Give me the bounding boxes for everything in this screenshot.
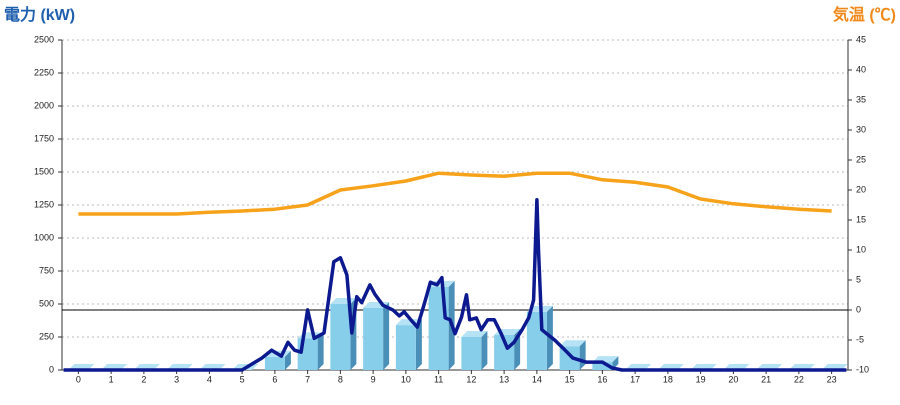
bar-side [612, 356, 619, 370]
bar-front [592, 362, 613, 370]
bar-front [526, 311, 547, 370]
x-tick-label: 4 [207, 374, 212, 384]
x-tick-label: 3 [174, 374, 179, 384]
y2-tick-label: 10 [856, 244, 866, 254]
x-tick-label: 7 [305, 374, 310, 384]
x-tick-label: 21 [761, 374, 771, 384]
y2-tick-label: 45 [856, 34, 866, 44]
y2-tick-label: -5 [856, 334, 864, 344]
bar-side [383, 301, 390, 370]
bar-front [428, 286, 449, 370]
x-tick-label: 5 [240, 374, 245, 384]
line [63, 197, 847, 372]
y2-tick-label: 30 [856, 124, 866, 134]
y-tick-label: 1500 [34, 166, 54, 176]
bar-side [317, 332, 324, 370]
x-tick-label: 13 [499, 374, 509, 384]
x-tick-label: 0 [76, 374, 81, 384]
x-tick-label: 2 [141, 374, 146, 384]
y2-tick-label: 15 [856, 214, 866, 224]
y-tick-label: 0 [49, 364, 54, 374]
x-tick-label: 12 [466, 374, 476, 384]
y2-tick-label: 5 [856, 274, 861, 284]
x-tick-label: 15 [565, 374, 575, 384]
bar-front [461, 337, 482, 370]
x-tick-label: 14 [532, 374, 542, 384]
y-tick-label: 2250 [34, 67, 54, 77]
x-tick-label: 23 [827, 374, 837, 384]
y-tick-label: 1250 [34, 199, 54, 209]
bar-side [415, 319, 422, 370]
x-tick-label: 8 [338, 374, 343, 384]
x-tick-label: 10 [401, 374, 411, 384]
x-tick-label: 22 [794, 374, 804, 384]
y2-tick-label: 40 [856, 64, 866, 74]
x-tick-label: 19 [696, 374, 706, 384]
x-tick-label: 9 [371, 374, 376, 384]
x-tick-label: 6 [272, 374, 277, 384]
y-tick-label: 1750 [34, 133, 54, 143]
y2-tick-label: -10 [856, 364, 869, 374]
y2-axis-title: 気温 (℃) [833, 5, 896, 24]
bar-top [559, 340, 586, 347]
bar-front [330, 304, 351, 370]
bar-front [363, 307, 384, 370]
bar-top [461, 331, 488, 337]
bar-front [494, 335, 515, 370]
x-tick-label: 20 [728, 374, 738, 384]
line [78, 171, 832, 216]
y-tick-label: 250 [39, 331, 54, 341]
bar [559, 340, 586, 370]
x-tick-label: 1 [109, 374, 114, 384]
y-tick-label: 2500 [34, 34, 54, 44]
x-tick-label: 17 [630, 374, 640, 384]
bar-front [297, 338, 318, 370]
y-tick-label: 1000 [34, 232, 54, 242]
y2-tick-label: 20 [856, 184, 866, 194]
bar-side [284, 350, 291, 370]
bar-front [395, 325, 416, 370]
bar [363, 301, 390, 370]
y2-tick-label: 0 [856, 304, 861, 314]
y-axis-title: 電力 (kW) [4, 5, 75, 24]
y-tick-label: 500 [39, 298, 54, 308]
bar-front [264, 356, 285, 370]
y-tick-label: 750 [39, 265, 54, 275]
bar [461, 331, 488, 370]
x-tick-label: 18 [663, 374, 673, 384]
x-tick-label: 16 [597, 374, 607, 384]
y-tick-label: 2000 [34, 100, 54, 110]
x-tick-label: 11 [434, 374, 443, 384]
y2-tick-label: 25 [856, 154, 866, 164]
y2-tick-label: 35 [856, 94, 866, 104]
bar-side [481, 331, 488, 370]
